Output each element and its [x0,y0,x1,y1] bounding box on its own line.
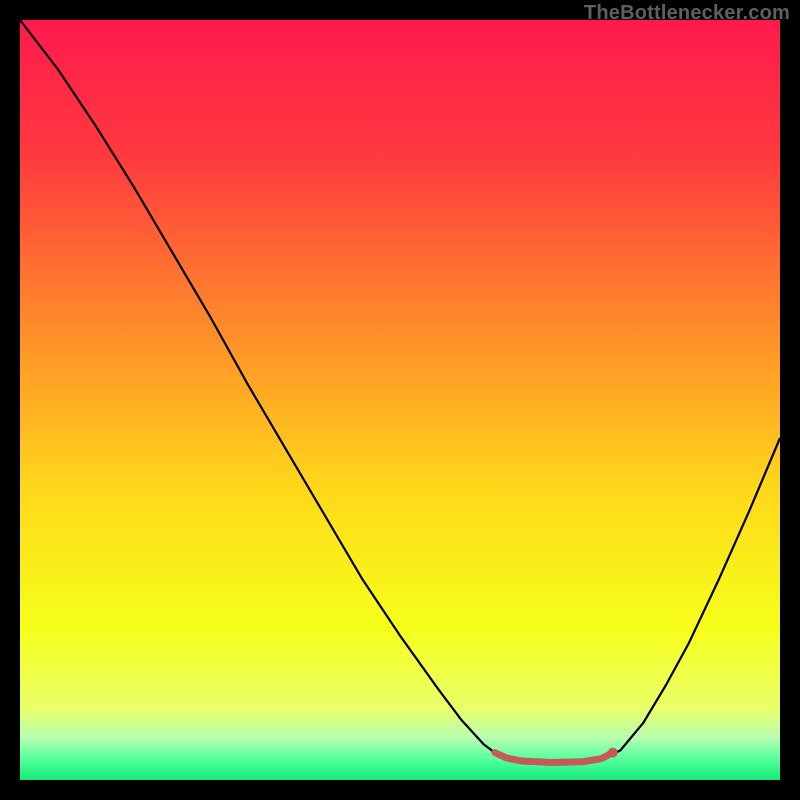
watermark-text: TheBottlenecker.com [584,2,790,25]
plot-area [20,20,780,780]
chart-frame: TheBottlenecker.com [0,0,800,800]
chart-svg [20,20,780,780]
gradient-background [20,20,780,780]
optimal-range-end-dot [608,748,618,758]
